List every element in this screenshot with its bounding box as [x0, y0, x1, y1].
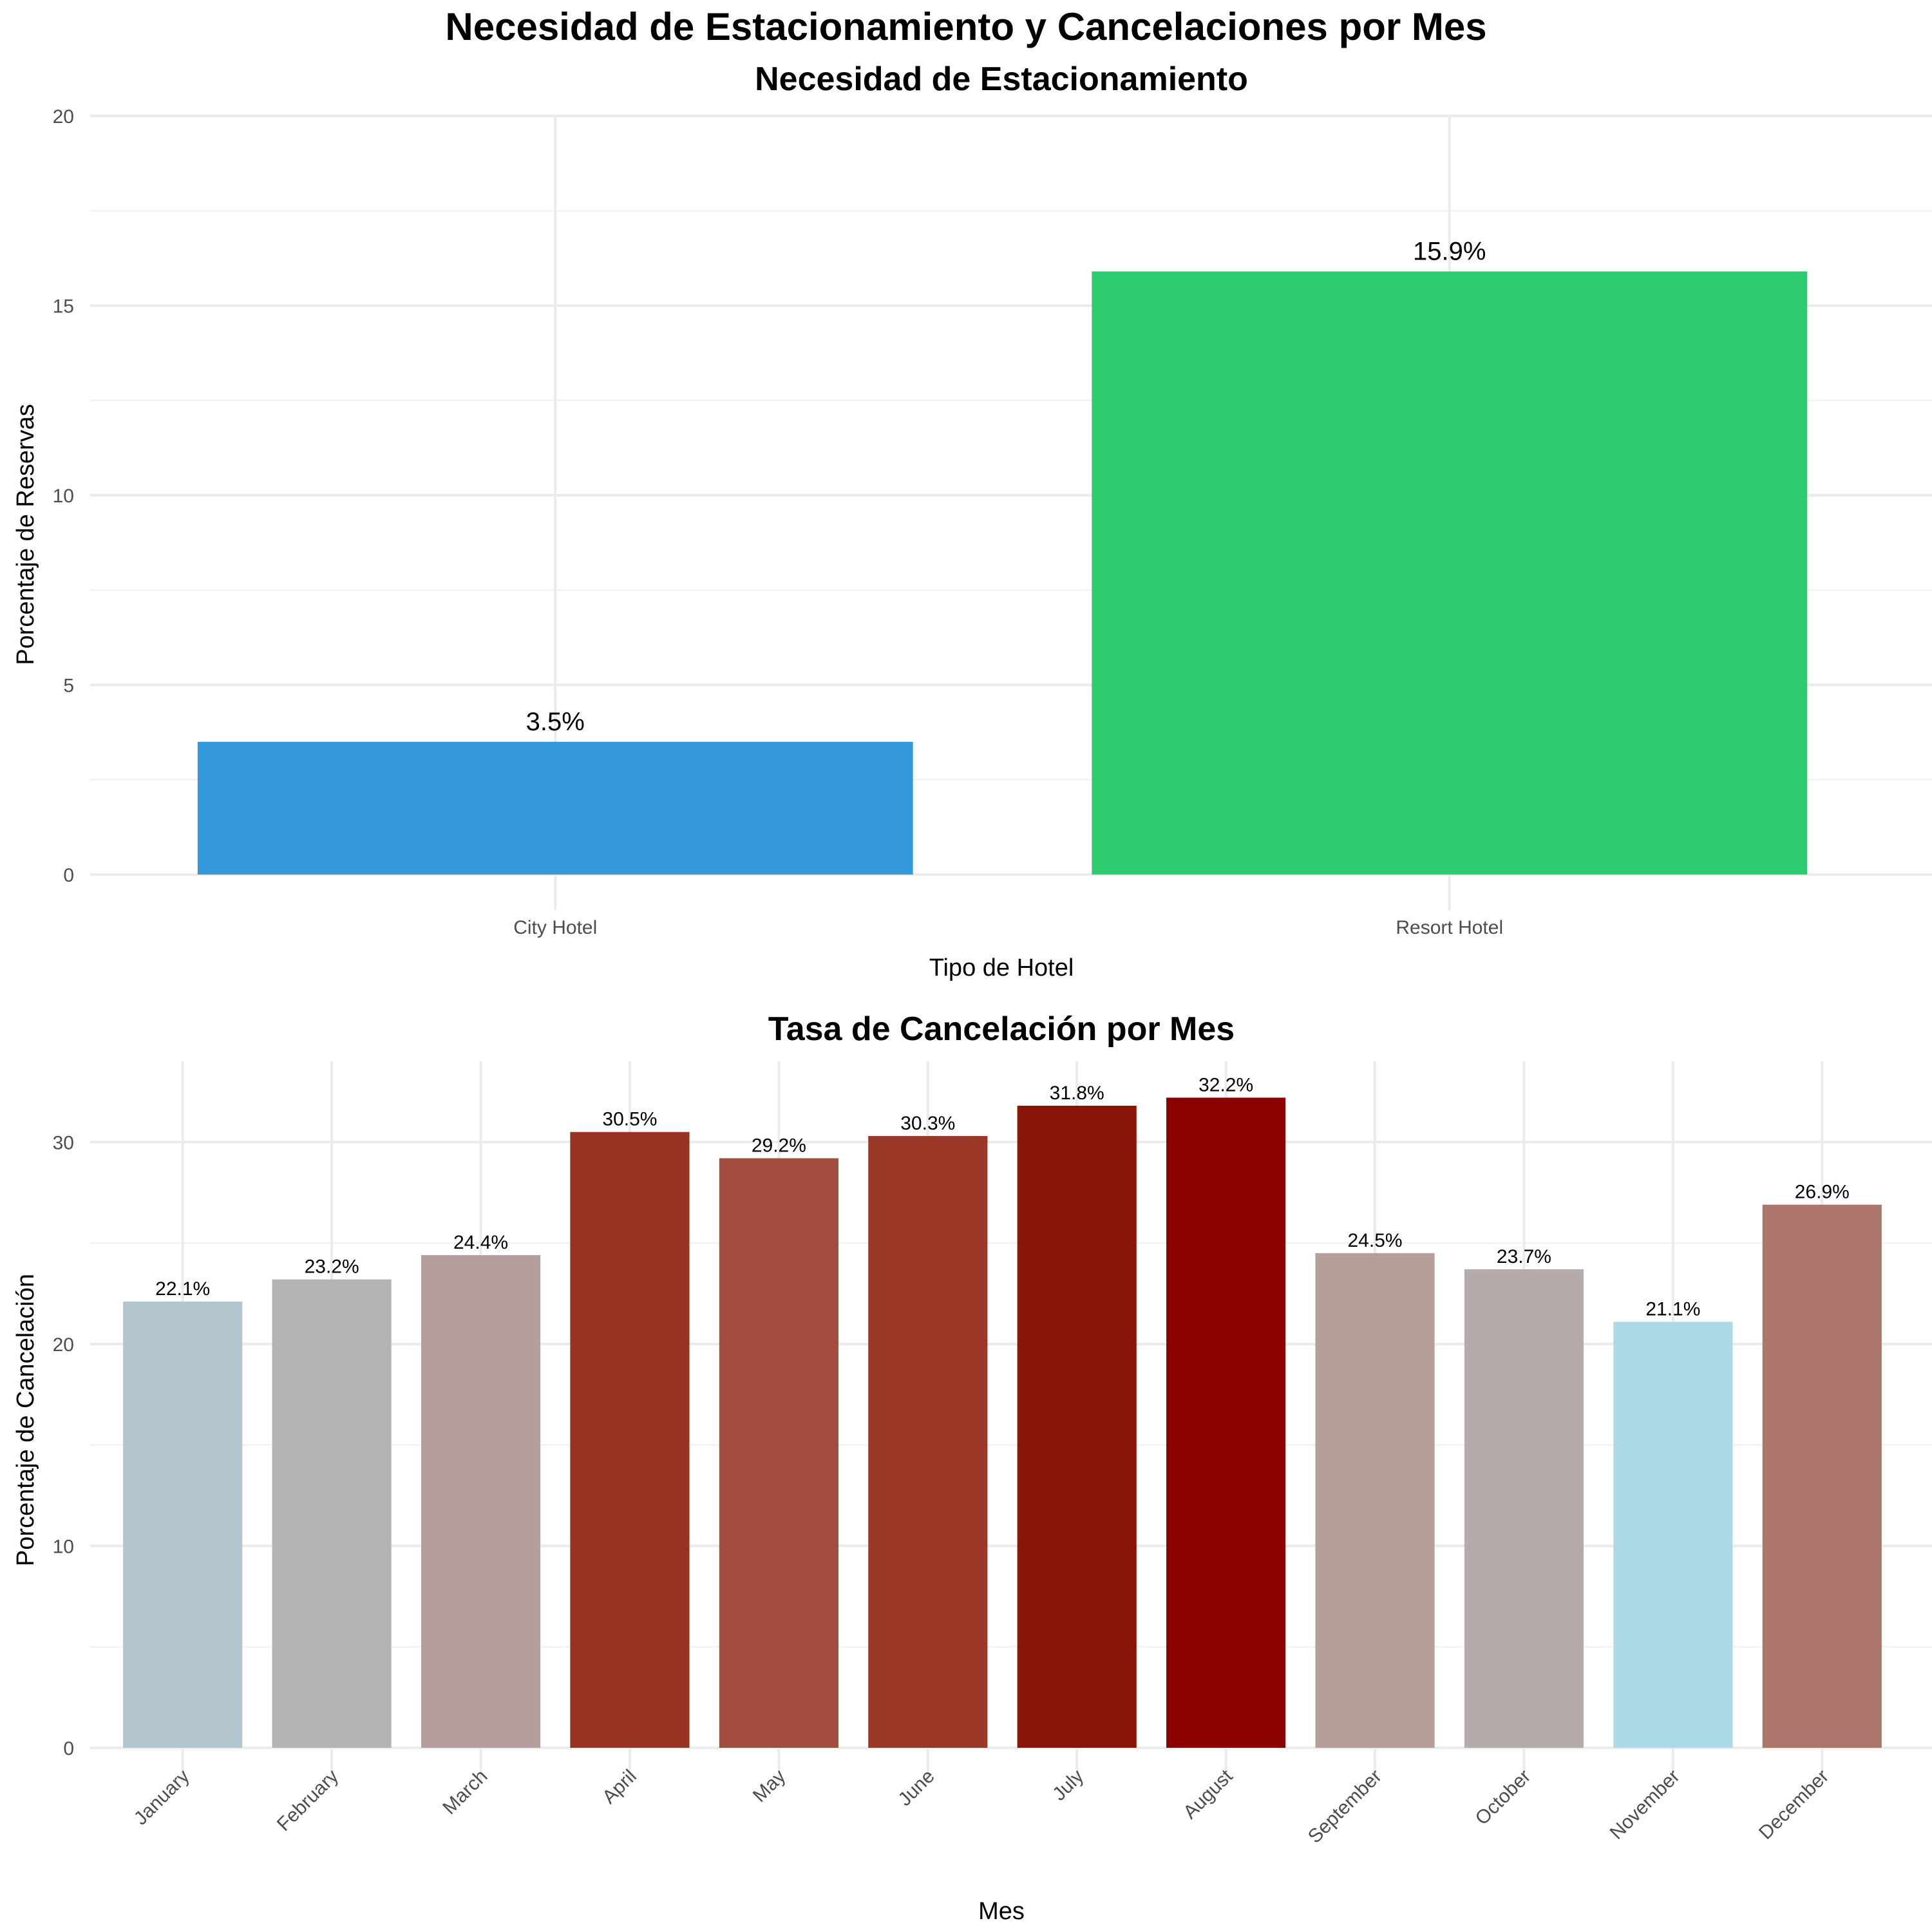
cancellation-x-axis-title: Mes	[978, 1898, 1025, 1925]
cancellation-y-tick-label: 30	[53, 1132, 74, 1153]
cancellation-bar-value-label: 22.1%	[155, 1278, 210, 1300]
parking-x-tick-label: Resort Hotel	[1396, 917, 1503, 938]
parking-y-tick-labels: 0 5 10 15 20	[53, 106, 74, 886]
parking-bar-value-label: 15.9%	[1413, 237, 1486, 265]
cancellation-bar-value-label: 29.2%	[752, 1135, 806, 1156]
cancellation-bar-march	[421, 1255, 541, 1748]
cancellation-bar-september	[1315, 1253, 1435, 1748]
parking-bar-labels: 3.5% 15.9%	[526, 237, 1486, 735]
cancellation-bar-value-label: 31.8%	[1050, 1083, 1104, 1104]
cancellation-y-tick-label: 0	[63, 1738, 74, 1759]
parking-y-tick-label: 20	[53, 106, 74, 128]
cancellation-bar-value-label: 24.5%	[1348, 1230, 1403, 1251]
parking-bars	[197, 271, 1808, 875]
cancellation-bar-october	[1464, 1269, 1584, 1748]
figure-title: Necesidad de Estacionamiento y Cancelaci…	[445, 5, 1486, 48]
cancellation-bar-value-label: 30.3%	[900, 1113, 955, 1134]
parking-y-tick-label: 10	[53, 486, 74, 507]
cancellation-y-axis-title: Porcentaje de Cancelación	[12, 1274, 39, 1566]
cancellation-bar-january	[123, 1302, 243, 1748]
parking-bar-value-label: 3.5%	[526, 708, 585, 736]
cancellation-bar-april	[570, 1132, 690, 1748]
parking-y-tick-label: 15	[53, 296, 74, 317]
cancellation-bar-june	[868, 1136, 988, 1748]
parking-y-axis-title: Porcentaje de Reservas	[12, 404, 39, 665]
parking-x-tick-labels: City Hotel Resort Hotel	[513, 917, 1503, 938]
parking-x-axis-title: Tipo de Hotel	[929, 954, 1074, 981]
parking-y-tick-label: 0	[63, 865, 74, 886]
parking-chart-title: Necesidad de Estacionamiento	[755, 61, 1248, 98]
cancellation-bar-value-label: 21.1%	[1645, 1298, 1700, 1320]
cancellation-bar-value-label: 23.7%	[1497, 1246, 1551, 1267]
cancellation-bar-november	[1613, 1321, 1733, 1748]
cancellation-bars	[123, 1097, 1882, 1748]
cancellation-chart-title: Tasa de Cancelación por Mes	[768, 1010, 1235, 1048]
cancellation-bar-august	[1166, 1097, 1286, 1748]
cancellation-bar-may	[719, 1158, 838, 1748]
cancellation-bar-value-label: 30.5%	[602, 1109, 657, 1130]
cancellation-bar-value-label: 26.9%	[1795, 1182, 1850, 1203]
cancellation-bar-value-label: 23.2%	[305, 1256, 359, 1278]
cancellation-bar-february	[272, 1279, 392, 1748]
cancellation-y-tick-label: 20	[53, 1334, 74, 1356]
parking-bar-city-hotel	[197, 741, 913, 875]
cancellation-bar-december	[1762, 1204, 1882, 1748]
cancellation-bar-value-label: 32.2%	[1198, 1074, 1253, 1095]
parking-chart: Necesidad de Estacionamiento 3.5% 15.9% 0…	[12, 61, 1932, 981]
parking-x-tick-label: City Hotel	[513, 917, 597, 938]
parking-y-tick-label: 5	[63, 676, 74, 697]
cancellation-y-tick-label: 10	[53, 1536, 74, 1557]
cancellation-bar-labels: 22.1% 23.2% 24.4% 30.5% 29.2% 30.3% 31.8% 32.2%…	[155, 1074, 1850, 1320]
parking-bar-resort-hotel	[1092, 271, 1808, 875]
cancellation-bar-july	[1017, 1105, 1137, 1748]
cancellation-chart: Tasa de Cancelación por Mes 22.1% 23.2% 24…	[12, 1010, 1932, 1925]
cancellation-y-tick-labels: 0 10 20 30	[53, 1132, 74, 1759]
cancellation-bar-value-label: 24.4%	[453, 1232, 508, 1253]
